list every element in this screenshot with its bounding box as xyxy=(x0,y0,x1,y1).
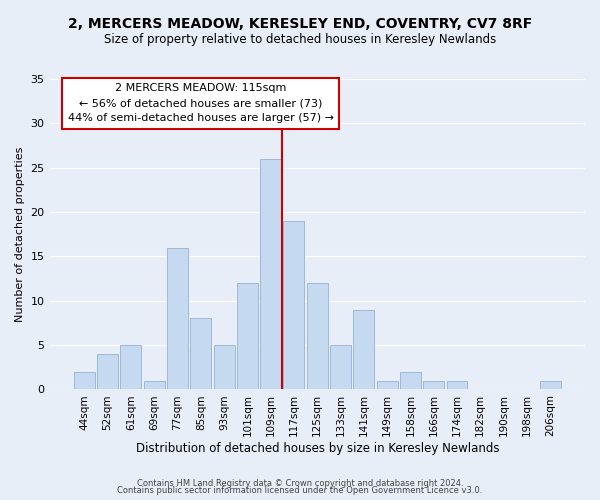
Bar xyxy=(74,372,95,390)
Text: 2 MERCERS MEADOW: 115sqm
← 56% of detached houses are smaller (73)
44% of semi-d: 2 MERCERS MEADOW: 115sqm ← 56% of detach… xyxy=(68,84,334,123)
Text: 2, MERCERS MEADOW, KERESLEY END, COVENTRY, CV7 8RF: 2, MERCERS MEADOW, KERESLEY END, COVENTR… xyxy=(68,18,532,32)
Bar xyxy=(167,248,188,390)
Bar xyxy=(353,310,374,390)
Text: Contains HM Land Registry data © Crown copyright and database right 2024.: Contains HM Land Registry data © Crown c… xyxy=(137,478,463,488)
Bar xyxy=(377,380,398,390)
Bar xyxy=(283,221,304,390)
Text: Size of property relative to detached houses in Keresley Newlands: Size of property relative to detached ho… xyxy=(104,32,496,46)
Bar xyxy=(121,345,142,390)
Bar xyxy=(237,283,258,390)
X-axis label: Distribution of detached houses by size in Keresley Newlands: Distribution of detached houses by size … xyxy=(136,442,499,455)
Bar xyxy=(214,345,235,390)
Bar xyxy=(539,380,560,390)
Bar xyxy=(144,380,165,390)
Y-axis label: Number of detached properties: Number of detached properties xyxy=(15,146,25,322)
Bar xyxy=(400,372,421,390)
Bar xyxy=(260,159,281,390)
Bar xyxy=(307,283,328,390)
Bar xyxy=(97,354,118,390)
Bar xyxy=(330,345,351,390)
Bar xyxy=(190,318,211,390)
Bar xyxy=(446,380,467,390)
Bar xyxy=(423,380,444,390)
Text: Contains public sector information licensed under the Open Government Licence v3: Contains public sector information licen… xyxy=(118,486,482,495)
